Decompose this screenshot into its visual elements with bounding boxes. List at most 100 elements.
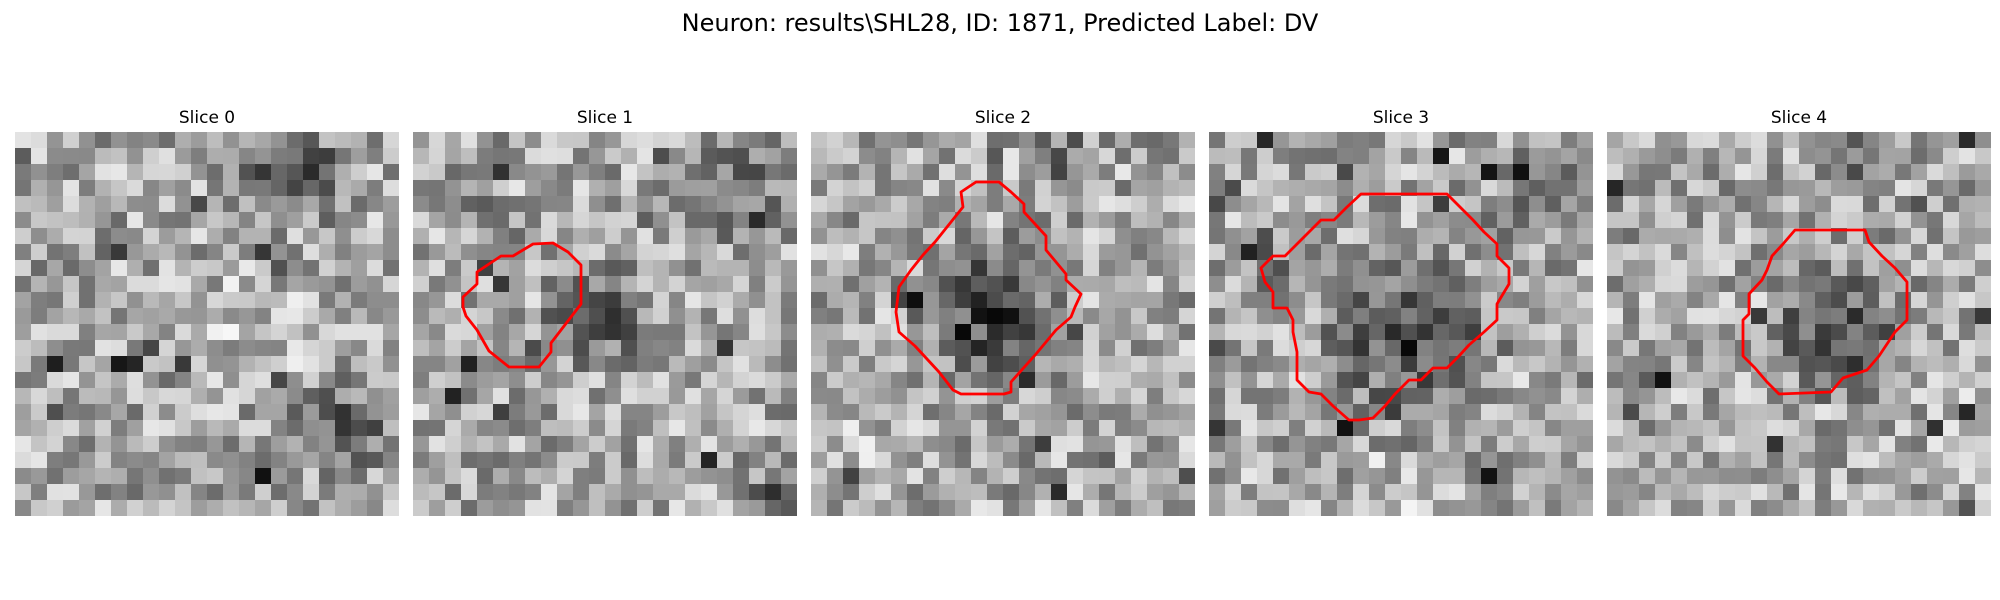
pixel-cell: [1115, 260, 1132, 277]
pixel-cell: [111, 276, 128, 293]
pixel-cell: [159, 468, 176, 485]
pixel-cell: [1863, 164, 1880, 181]
pixel-cell: [367, 244, 384, 261]
pixel-cell: [923, 484, 940, 501]
pixel-cell: [1353, 388, 1370, 405]
pixel-cell: [303, 500, 320, 516]
pixel-cell: [701, 212, 718, 229]
pixel-cell: [1099, 308, 1116, 325]
pixel-cell: [287, 340, 304, 357]
pixel-cell: [1895, 500, 1912, 516]
pixel-cell: [939, 308, 956, 325]
pixel-cell: [47, 420, 64, 437]
pixel-cell: [413, 388, 430, 405]
pixel-cell: [1687, 404, 1704, 421]
pixel-cell: [1353, 324, 1370, 341]
pixel-cell: [223, 212, 240, 229]
pixel-cell: [1927, 132, 1944, 149]
pixel-cell: [541, 356, 558, 373]
pixel-cell: [1385, 244, 1402, 261]
pixel-cell: [1815, 260, 1832, 277]
pixel-cell: [15, 164, 32, 181]
pixel-cell: [1623, 500, 1640, 516]
pixel-cell: [461, 388, 478, 405]
pixel-cell: [477, 164, 494, 181]
pixel-cell: [1623, 308, 1640, 325]
pixel-cell: [781, 468, 797, 485]
pixel-cell: [1943, 244, 1960, 261]
pixel-cell: [335, 292, 352, 309]
pixel-cell: [971, 164, 988, 181]
pixel-cell: [1799, 228, 1816, 245]
pixel-cell: [1513, 308, 1530, 325]
pixel-cell: [733, 420, 750, 437]
pixel-cell: [1751, 484, 1768, 501]
pixel-cell: [923, 228, 940, 245]
pixel-cell: [1401, 404, 1418, 421]
pixel-cell: [1895, 468, 1912, 485]
pixel-cell: [923, 212, 940, 229]
pixel-cell: [1003, 500, 1020, 516]
pixel-cell: [1019, 452, 1036, 469]
pixel-cell: [859, 468, 876, 485]
pixel-cell: [907, 404, 924, 421]
pixel-cell: [669, 468, 686, 485]
pixel-cell: [79, 132, 96, 149]
pixel-cell: [891, 420, 908, 437]
pixel-cell: [1131, 212, 1148, 229]
pixel-cell: [1481, 276, 1498, 293]
pixel-cell: [335, 212, 352, 229]
pixel-cell: [987, 212, 1004, 229]
pixel-cell: [1671, 308, 1688, 325]
pixel-cell: [1639, 388, 1656, 405]
pixel-cell: [891, 164, 908, 181]
pixel-cell: [1433, 436, 1450, 453]
pixel-cell: [1067, 196, 1084, 213]
pixel-cell: [1321, 484, 1338, 501]
pixel-cell: [287, 212, 304, 229]
pixel-cell: [95, 436, 112, 453]
pixel-cell: [445, 148, 462, 165]
pixel-cell: [95, 420, 112, 437]
pixel-cell: [859, 452, 876, 469]
pixel-cell: [1687, 212, 1704, 229]
pixel-cell: [621, 324, 638, 341]
pixel-cell: [1163, 500, 1180, 516]
pixel-cell: [573, 500, 590, 516]
pixel-cell: [429, 228, 446, 245]
pixel-cell: [589, 292, 606, 309]
pixel-cell: [1959, 148, 1976, 165]
pixel-cell: [573, 164, 590, 181]
pixel-cell: [859, 420, 876, 437]
pixel-cell: [1305, 276, 1322, 293]
pixel-cell: [287, 228, 304, 245]
pixel-cell: [143, 372, 160, 389]
pixel-cell: [1671, 340, 1688, 357]
pixel-cell: [95, 324, 112, 341]
pixel-cell: [1879, 132, 1896, 149]
pixel-cell: [319, 148, 336, 165]
pixel-cell: [843, 452, 860, 469]
pixel-cell: [1529, 356, 1546, 373]
pixel-cell: [717, 468, 734, 485]
pixel-cell: [1577, 148, 1593, 165]
pixel-cell: [749, 404, 766, 421]
pixel-cell: [1655, 340, 1672, 357]
pixel-cell: [95, 228, 112, 245]
pixel-cell: [1465, 164, 1482, 181]
pixel-cell: [843, 308, 860, 325]
pixel-cell: [653, 132, 670, 149]
pixel-cell: [843, 388, 860, 405]
pixel-cell: [557, 276, 574, 293]
pixel-cell: [1337, 372, 1354, 389]
pixel-cell: [1179, 276, 1195, 293]
pixel-cell: [477, 292, 494, 309]
pixel-cell: [605, 164, 622, 181]
pixel-cell: [1067, 260, 1084, 277]
pixel-cell: [1083, 132, 1100, 149]
pixel-cell: [271, 276, 288, 293]
pixel-cell: [1035, 196, 1052, 213]
pixel-cell: [1545, 372, 1562, 389]
pixel-cell: [1545, 436, 1562, 453]
pixel-cell: [525, 436, 542, 453]
